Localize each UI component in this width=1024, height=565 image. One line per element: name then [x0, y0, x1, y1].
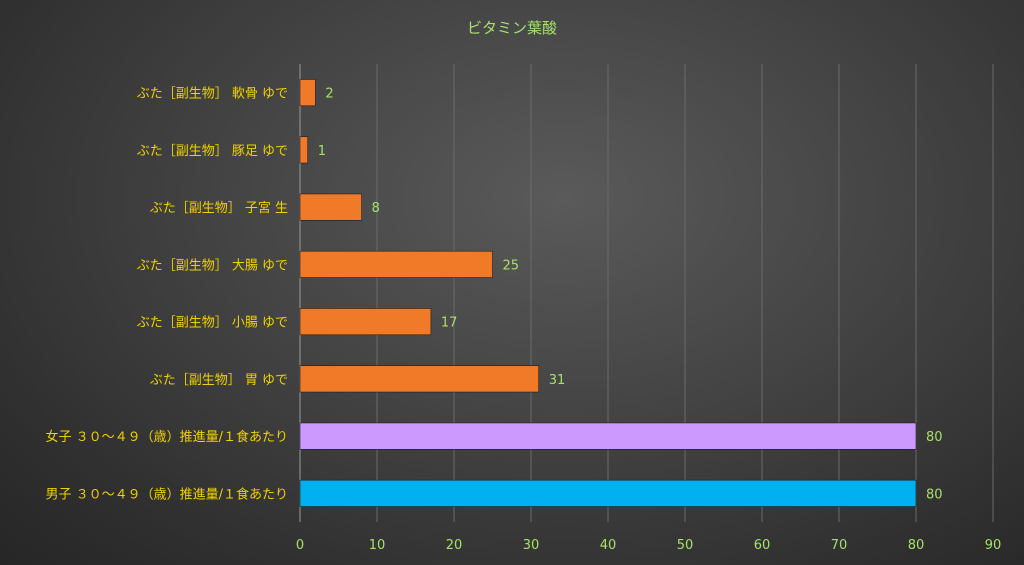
data-label: 17 — [441, 316, 458, 331]
data-label: 25 — [503, 258, 520, 273]
x-axis-tick-labels: 0 10 20 30 40 50 60 70 80 90 — [296, 538, 1001, 553]
chart-title: ビタミン葉酸 — [467, 19, 557, 37]
data-label: 1 — [318, 144, 326, 159]
bar — [299, 365, 539, 393]
data-label: 8 — [372, 201, 380, 216]
bar — [299, 250, 493, 278]
category-label: 男子 ３０～４９（歳）推進量/１食あたり — [45, 486, 288, 502]
x-tick-label: 60 — [754, 538, 771, 553]
x-tick-label: 0 — [296, 538, 304, 553]
x-tick-label: 80 — [908, 538, 925, 553]
x-tick-label: 40 — [600, 538, 617, 553]
x-tick-label: 10 — [369, 538, 386, 553]
data-label: 31 — [549, 373, 566, 388]
category-label: ぶた［副生物］ 大腸 ゆで — [137, 258, 288, 273]
x-tick-label: 50 — [677, 538, 694, 553]
data-label: 2 — [325, 87, 333, 102]
bar — [299, 308, 432, 336]
data-labels: 2 1 8 25 17 31 80 80 — [318, 87, 943, 503]
category-label: ぶた［副生物］ 子宮 生 — [150, 200, 288, 216]
bar — [299, 193, 362, 221]
bar — [299, 79, 316, 107]
gridlines — [299, 64, 994, 522]
x-tick-label: 70 — [831, 538, 848, 553]
x-tick-label: 30 — [523, 538, 540, 553]
category-label: ぶた［副生物］ 軟骨 ゆで — [137, 86, 288, 102]
bar — [299, 479, 917, 507]
x-tick-label: 20 — [446, 538, 463, 553]
category-label: 女子 ３０～４９（歳）推進量/１食あたり — [45, 429, 288, 445]
category-label: ぶた［副生物］ 小腸 ゆで — [137, 316, 288, 331]
data-label: 80 — [926, 487, 943, 502]
x-tick-label: 90 — [985, 538, 1002, 553]
bar — [299, 136, 308, 164]
category-label: ぶた［副生物］ 胃 ゆで — [150, 373, 288, 388]
bars — [299, 79, 917, 507]
data-label: 80 — [926, 430, 943, 445]
bar — [299, 422, 917, 450]
category-label: ぶた［副生物］ 豚足 ゆで — [137, 144, 288, 159]
